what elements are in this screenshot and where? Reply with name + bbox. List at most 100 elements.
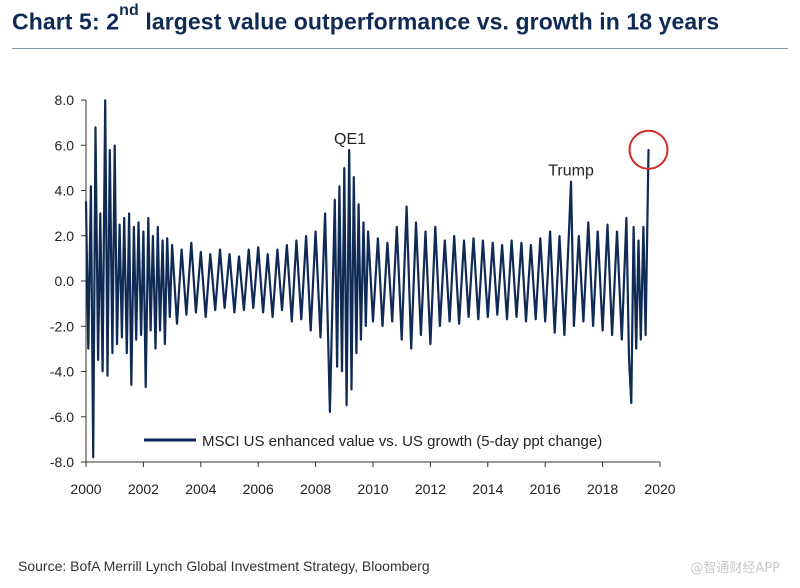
data-point <box>647 148 650 151</box>
data-point <box>92 456 95 459</box>
y-tick-label: 0.0 <box>55 273 75 289</box>
x-tick-label: 2010 <box>357 481 388 497</box>
data-point <box>570 180 572 183</box>
x-tick-label: 2002 <box>128 481 159 497</box>
data-point <box>116 343 118 346</box>
x-tick-label: 2020 <box>644 481 675 497</box>
y-tick-label: -8.0 <box>50 454 74 470</box>
data-point <box>491 241 494 244</box>
data-point <box>405 205 408 208</box>
data-point <box>305 234 308 237</box>
data-point <box>159 329 161 332</box>
x-tick-label: 2008 <box>300 481 331 497</box>
series-line <box>84 99 650 458</box>
data-point <box>376 237 379 239</box>
x-tick-label: 2004 <box>185 481 216 497</box>
data-point <box>386 241 389 244</box>
data-point <box>154 347 157 350</box>
data-point <box>290 320 293 323</box>
plot-area <box>84 99 650 459</box>
data-point <box>539 237 542 239</box>
data-point <box>630 402 633 405</box>
data-point <box>171 243 174 246</box>
data-point <box>582 320 585 323</box>
data-point <box>97 359 99 362</box>
title-prefix: Chart 5: 2 <box>12 8 120 35</box>
data-point <box>104 99 107 101</box>
legend-label: MSCI US enhanced value vs. US growth (5-… <box>202 433 602 450</box>
data-point <box>558 234 561 237</box>
y-tick-label: -4.0 <box>50 364 74 380</box>
data-point <box>639 338 642 341</box>
data-point <box>632 225 635 228</box>
title-suffix: largest value outperformance vs. growth … <box>138 8 720 35</box>
x-tick-label: 2018 <box>587 481 618 497</box>
data-point <box>360 338 362 341</box>
data-point <box>477 318 480 321</box>
data-point <box>156 225 159 228</box>
x-tick-label: 2006 <box>243 481 274 497</box>
source-note: Source: BofA Merrill Lynch Global Invest… <box>18 558 430 574</box>
data-point <box>644 334 647 337</box>
data-point <box>458 323 460 325</box>
data-point <box>190 241 193 244</box>
data-point <box>587 221 590 224</box>
data-point <box>120 336 123 339</box>
data-point <box>611 334 613 337</box>
data-point <box>601 329 604 332</box>
data-point <box>410 347 413 350</box>
chart-title: Chart 5: 2nd largest value outperformanc… <box>12 2 720 36</box>
data-point <box>300 318 303 321</box>
annotations: QE1 Trump <box>334 129 669 179</box>
data-point <box>472 237 475 239</box>
data-point <box>463 239 465 242</box>
data-point <box>286 243 288 246</box>
data-point <box>125 352 128 355</box>
x-tick-label: 2012 <box>415 481 446 497</box>
annotation-label: QE1 <box>334 131 366 148</box>
data-point <box>209 252 212 255</box>
data-point <box>176 323 178 325</box>
data-point <box>482 239 484 242</box>
data-point <box>362 221 365 224</box>
data-point <box>616 230 618 233</box>
data-point <box>620 338 623 341</box>
data-point <box>628 357 630 359</box>
data-point <box>137 221 140 224</box>
data-point <box>144 386 147 389</box>
legend: MSCI US enhanced value vs. US growth (5-… <box>144 433 602 450</box>
x-tick-label: 2014 <box>472 481 503 497</box>
data-point <box>596 230 599 233</box>
data-point <box>420 334 422 337</box>
data-point <box>391 320 394 323</box>
data-point <box>333 198 336 201</box>
data-point <box>506 318 508 321</box>
data-point <box>496 314 499 316</box>
data-point <box>400 338 403 341</box>
data-point <box>271 316 274 319</box>
title-superscript: nd <box>119 2 139 19</box>
data-point <box>94 126 97 129</box>
data-point <box>329 411 331 414</box>
data-point <box>195 311 197 314</box>
data-point <box>467 316 470 319</box>
data-point <box>549 230 551 233</box>
y-tick-label: 2.0 <box>55 228 75 244</box>
data-point <box>295 239 298 242</box>
data-point <box>180 248 183 251</box>
data-point <box>135 338 138 341</box>
data-point <box>438 325 441 328</box>
y-tick-label: 8.0 <box>55 92 75 108</box>
data-point <box>164 343 166 346</box>
data-point <box>553 332 556 334</box>
data-point <box>233 311 236 314</box>
data-point <box>113 144 116 147</box>
data-point <box>336 366 339 368</box>
data-point <box>348 148 351 151</box>
data-point <box>352 176 355 178</box>
data-point <box>343 166 346 169</box>
data-point <box>257 246 260 248</box>
data-point <box>133 225 135 228</box>
data-point <box>266 252 269 255</box>
